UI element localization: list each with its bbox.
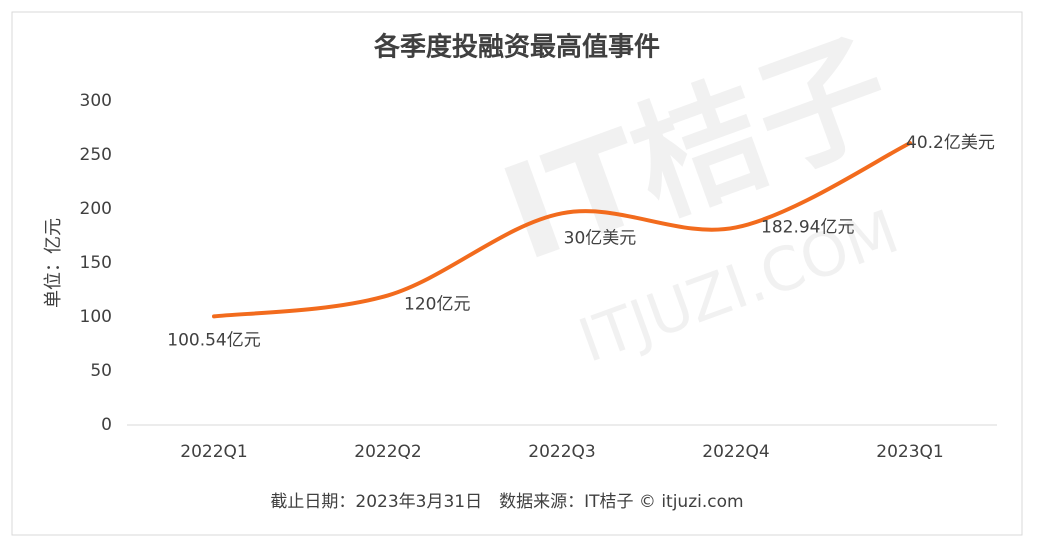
chart-title: 各季度投融资最高值事件: [373, 32, 660, 63]
data-label: 182.94亿元: [761, 217, 854, 237]
y-tick-label: 0: [101, 415, 112, 435]
y-tick-label: 250: [80, 145, 112, 165]
y-tick-label: 200: [80, 199, 112, 219]
data-label: 40.2亿美元: [906, 133, 995, 153]
x-tick-label: 2022Q2: [354, 442, 421, 462]
y-tick-label: 150: [80, 253, 112, 273]
line: [212, 141, 912, 319]
x-tick-label: 2022Q4: [702, 442, 769, 462]
data-label: 30亿美元: [564, 228, 637, 248]
chart-border: [11, 11, 1023, 536]
y-axis-label: 单位：亿元: [43, 218, 64, 308]
y-tick-label: 50: [90, 361, 112, 381]
data-label: 120亿元: [404, 294, 470, 314]
x-tick-label: 2022Q1: [180, 442, 247, 462]
y-tick-label: 300: [80, 91, 112, 111]
x-tick-label: 2022Q3: [528, 442, 595, 462]
x-tick-label: 2023Q1: [876, 442, 943, 462]
y-tick-label: 100: [80, 307, 112, 327]
footer: 截止日期：2023年3月31日 数据来源：IT桔子 © itjuzi.com: [270, 492, 743, 512]
data-label: 100.54亿元: [167, 330, 260, 350]
